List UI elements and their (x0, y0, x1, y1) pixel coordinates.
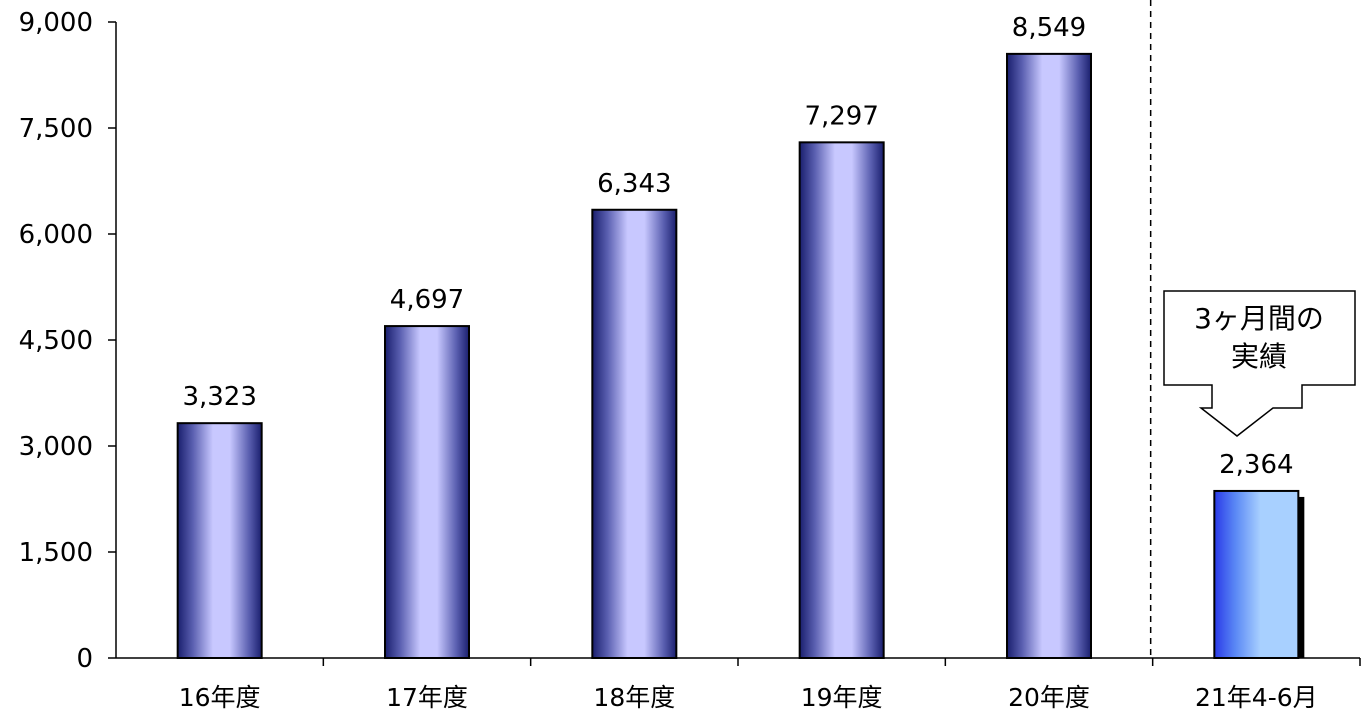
x-tick-label: 18年度 (593, 683, 675, 712)
y-tick-label: 3,000 (19, 432, 93, 462)
y-tick-label: 4,500 (19, 326, 93, 356)
data-labels: 3,323 4,697 6,343 7,297 8,549 2,364 (182, 13, 1293, 480)
data-label: 4,697 (390, 285, 464, 315)
y-axis-ticks: 0 1,500 3,000 4,500 6,000 7,500 9,000 (19, 8, 116, 674)
x-tick-label: 19年度 (801, 683, 883, 712)
x-axis-ticks: 16年度 17年度 18年度 19年度 20年度 21年4-6月 (179, 683, 1318, 712)
data-label: 8,549 (1012, 13, 1086, 43)
x-tick-label: 20年度 (1008, 683, 1090, 712)
bars (176, 52, 1305, 660)
y-tick-label: 0 (76, 644, 93, 674)
data-label: 3,323 (182, 382, 256, 412)
y-tick-label: 9,000 (19, 8, 93, 38)
bar (591, 208, 678, 660)
y-tick-label: 1,500 (19, 538, 93, 568)
callout-arrow-shape (1163, 290, 1356, 437)
callout-line-1: 3ヶ月間の (1194, 302, 1324, 335)
bar (798, 141, 885, 659)
x-tick-label: 21年4-6月 (1195, 683, 1318, 712)
x-tick-label: 17年度 (386, 683, 468, 712)
bar (384, 325, 470, 659)
data-label: 6,343 (597, 169, 671, 199)
callout-line-2: 実績 (1231, 340, 1287, 373)
bar (176, 422, 263, 659)
bar (1213, 489, 1300, 659)
data-label: 2,364 (1219, 450, 1293, 480)
y-tick-label: 7,500 (19, 114, 93, 144)
x-tick-label: 16年度 (179, 683, 261, 712)
bar (1006, 52, 1092, 659)
y-tick-label: 6,000 (19, 220, 93, 250)
data-label: 7,297 (804, 101, 878, 131)
callout-annotation: 3ヶ月間の 実績 (1163, 290, 1356, 437)
